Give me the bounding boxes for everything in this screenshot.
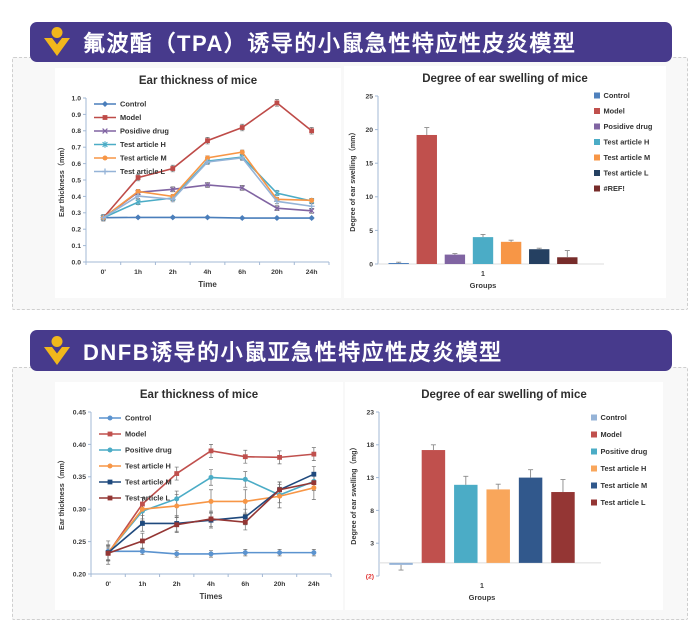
svg-text:24h: 24h <box>306 269 318 276</box>
svg-text:0.30: 0.30 <box>73 507 86 514</box>
svg-text:0.25: 0.25 <box>73 539 86 546</box>
svg-text:Degree of ear swelling（mg）: Degree of ear swelling（mg） <box>349 443 358 544</box>
svg-text:Time: Time <box>198 280 217 289</box>
section-dnfb-title: DNFB诱导的小鼠亚急性特应性皮炎模型 <box>83 339 503 365</box>
logo-chevron-icon <box>44 335 70 366</box>
svg-text:2h: 2h <box>169 269 177 276</box>
svg-text:Ear thickness of mice: Ear thickness of mice <box>140 389 258 401</box>
svg-text:Positive drug: Positive drug <box>601 447 648 456</box>
svg-text:1: 1 <box>481 271 485 278</box>
svg-text:Posidive drug: Posidive drug <box>604 122 653 131</box>
svg-text:1.0: 1.0 <box>72 95 82 102</box>
svg-text:Model: Model <box>125 430 146 439</box>
svg-text:Model: Model <box>604 107 625 116</box>
svg-text:0.0: 0.0 <box>72 259 82 266</box>
svg-text:Control: Control <box>604 91 630 100</box>
tpa-ear-swelling-chart-card: Degree of ear swelling of mice 0 5 10 15 20 25… <box>344 66 666 298</box>
svg-text:Groups: Groups <box>470 281 497 290</box>
svg-text:Test article L: Test article L <box>120 167 166 176</box>
svg-text:0.45: 0.45 <box>73 409 86 416</box>
svg-text:2h: 2h <box>173 581 181 588</box>
svg-text:0.6: 0.6 <box>72 161 82 168</box>
svg-text:Test article M: Test article M <box>601 481 648 490</box>
svg-text:0.9: 0.9 <box>72 112 82 119</box>
svg-text:20h: 20h <box>274 581 286 588</box>
svg-text:13: 13 <box>366 475 374 482</box>
svg-text:0.4: 0.4 <box>72 194 82 201</box>
svg-text:10: 10 <box>365 194 373 201</box>
svg-text:0.1: 0.1 <box>72 243 82 250</box>
svg-text:Ear thickness（mm）: Ear thickness（mm） <box>57 456 66 530</box>
svg-text:Times: Times <box>200 592 224 601</box>
svg-text:3: 3 <box>370 541 374 548</box>
svg-text:Control: Control <box>601 413 627 422</box>
svg-text:0.3: 0.3 <box>72 210 82 217</box>
section-tpa-title: 氟波酯（TPA）诱导的小鼠急性特应性皮炎模型 <box>83 31 577 56</box>
svg-text:23: 23 <box>366 409 374 416</box>
svg-text:0.2: 0.2 <box>72 227 82 234</box>
svg-text:Test article L: Test article L <box>604 169 650 178</box>
svg-text:8: 8 <box>370 508 374 515</box>
svg-text:Test article H: Test article H <box>604 138 650 147</box>
tpa-ear-thickness-chart-card: Ear thickness of mice 0.0 0.1 0.2 0.3 0.4 0.5 0… <box>55 68 341 298</box>
svg-text:Ear thickness of mice: Ear thickness of mice <box>139 75 257 87</box>
svg-text:18: 18 <box>366 442 374 449</box>
svg-text:0: 0 <box>369 261 373 268</box>
svg-text:20: 20 <box>365 127 373 134</box>
svg-text:Test article L: Test article L <box>601 498 647 507</box>
svg-text:(2): (2) <box>366 573 374 580</box>
svg-text:Posidive drug: Posidive drug <box>120 127 169 136</box>
svg-text:0.7: 0.7 <box>72 145 82 152</box>
svg-text:6h: 6h <box>241 581 249 588</box>
svg-text:Groups: Groups <box>469 593 496 602</box>
svg-text:1h: 1h <box>134 269 142 276</box>
svg-text:Test article H: Test article H <box>125 462 171 471</box>
tpa-ear-thickness-line-chart: Ear thickness of mice 0.0 0.1 0.2 0.3 0.4 0.5 0… <box>57 75 330 289</box>
svg-text:Positive drug: Positive drug <box>125 446 172 455</box>
svg-text:0.8: 0.8 <box>72 128 82 135</box>
svg-text:24h: 24h <box>308 581 320 588</box>
svg-text:Model: Model <box>601 430 622 439</box>
svg-text:0.35: 0.35 <box>73 474 86 481</box>
svg-text:0.5: 0.5 <box>72 177 82 184</box>
dnfb-ear-swelling-bar-chart: Degree of ear swelling of mice (2) 3 8 13 18 2… <box>349 389 648 602</box>
svg-text:0': 0' <box>101 269 107 276</box>
svg-text:Degree of ear swelling of mice: Degree of ear swelling of mice <box>422 73 588 85</box>
svg-text:Model: Model <box>120 113 141 122</box>
svg-text:#REF!: #REF! <box>604 184 625 193</box>
svg-text:Test article L: Test article L <box>125 494 171 503</box>
svg-text:Degree of ear swelling（mm）: Degree of ear swelling（mm） <box>348 128 357 231</box>
dnfb-ear-thickness-line-chart: Ear thickness of mice 0.20 0.25 0.30 0.35 0.4… <box>57 389 332 601</box>
svg-text:15: 15 <box>365 161 373 168</box>
dnfb-ear-swelling-chart-card: Degree of ear swelling of mice (2) 3 8 13 18 2… <box>345 382 663 610</box>
svg-text:1h: 1h <box>138 581 146 588</box>
svg-text:0.40: 0.40 <box>73 442 86 449</box>
tpa-ear-swelling-bar-chart: Degree of ear swelling of mice 0 5 10 15 20 25… <box>348 73 653 290</box>
svg-text:Degree of ear swelling of mice: Degree of ear swelling of mice <box>421 389 587 401</box>
section-dnfb-banner: DNFB诱导的小鼠亚急性特应性皮炎模型 <box>30 330 672 371</box>
svg-text:Test article M: Test article M <box>120 154 167 163</box>
section-tpa-banner: 氟波酯（TPA）诱导的小鼠急性特应性皮炎模型 <box>30 22 672 62</box>
svg-text:Test article H: Test article H <box>601 464 647 473</box>
svg-text:25: 25 <box>365 93 373 100</box>
svg-text:1: 1 <box>480 583 484 590</box>
svg-text:6h: 6h <box>238 269 246 276</box>
svg-text:Ear thickness（mm）: Ear thickness（mm） <box>57 143 66 217</box>
svg-text:Control: Control <box>120 100 146 109</box>
dnfb-ear-thickness-chart-card: Ear thickness of mice 0.20 0.25 0.30 0.35 0.4… <box>55 382 343 610</box>
logo-chevron-icon <box>44 27 70 57</box>
svg-text:0': 0' <box>105 581 111 588</box>
svg-text:Test article H: Test article H <box>120 140 166 149</box>
svg-text:Control: Control <box>125 414 151 423</box>
svg-text:20h: 20h <box>271 269 283 276</box>
svg-text:0.20: 0.20 <box>73 571 86 578</box>
svg-text:4h: 4h <box>207 581 215 588</box>
svg-text:5: 5 <box>369 228 373 235</box>
svg-text:Test article M: Test article M <box>604 153 651 162</box>
svg-text:Test article M: Test article M <box>125 478 172 487</box>
svg-text:4h: 4h <box>204 269 212 276</box>
